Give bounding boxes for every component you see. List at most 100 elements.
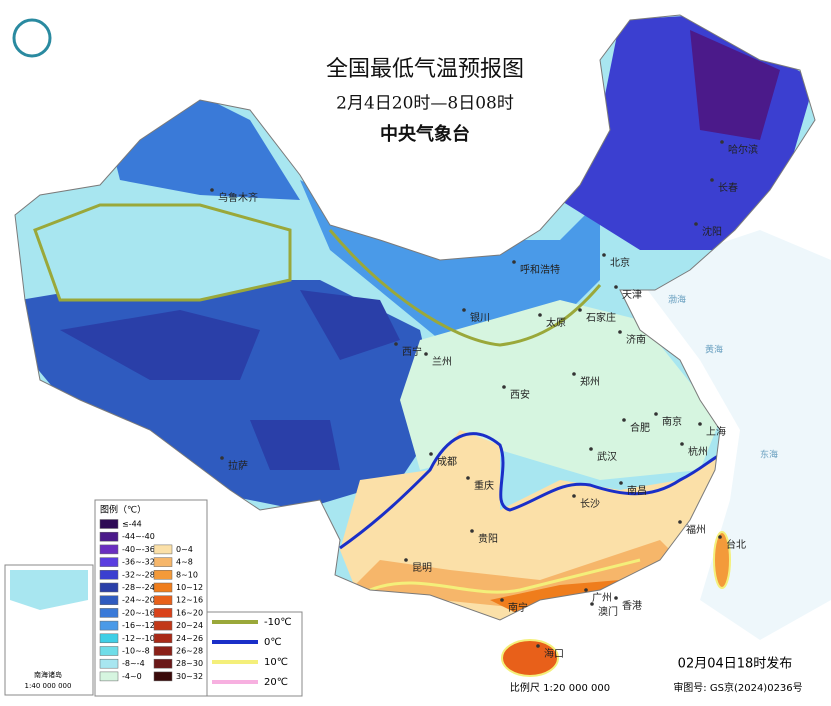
legend-swatch (153, 570, 173, 580)
city-dot (694, 222, 698, 226)
legend-label: -12~-10 (122, 634, 155, 643)
title: 全国最低气温预报图 (326, 57, 524, 82)
legend-swatch (99, 658, 119, 669)
sea (640, 230, 831, 640)
legend-swatch (99, 570, 119, 580)
city-label: 济南 (626, 333, 646, 346)
city-dot (718, 535, 722, 539)
legend-swatch (99, 557, 119, 567)
city-label: 成都 (437, 456, 457, 468)
city-label: 广州 (592, 592, 612, 604)
legend-label: ≤-44 (122, 520, 142, 529)
legend-title: 图例（℃） (100, 504, 146, 516)
issued: 02月04日18时发布 (678, 656, 793, 672)
legend-swatch (153, 595, 173, 605)
city-label: 石家庄 (586, 311, 616, 324)
city-label: 贵阳 (478, 532, 498, 545)
city-label: 福州 (686, 523, 706, 536)
city-dot (404, 558, 408, 562)
legend-label: 20~24 (176, 621, 203, 630)
legend-swatch (153, 671, 173, 682)
isotherm-label: 10℃ (264, 657, 288, 668)
inset-scale: 1:40 000 000 (25, 682, 72, 690)
city-label: 武汉 (597, 450, 617, 463)
agency: 中央气象台 (380, 123, 470, 145)
legend-label: 12~16 (176, 596, 203, 605)
legend-swatch (153, 557, 173, 567)
legend-label: -20~-16 (122, 608, 155, 617)
city-label: 呼和浩特 (520, 264, 560, 276)
inset-label: 南海诸岛 (34, 670, 62, 679)
logo (12, 18, 52, 58)
legend-swatch (153, 658, 173, 669)
legend-label: -16~-12 (122, 621, 155, 630)
scale: 比例尺 1:20 000 000 (510, 681, 610, 694)
city-label: 杭州 (688, 445, 708, 458)
approval: 审图号: GS京(2024)0236号 (673, 681, 802, 694)
hainan (501, 639, 559, 677)
city-label: 拉萨 (228, 459, 248, 472)
legend-swatch (99, 620, 119, 631)
legend-swatch (99, 646, 119, 656)
city-label: 香港 (622, 600, 642, 612)
legend-label: 28~30 (176, 659, 203, 668)
city-label: 西安 (510, 388, 530, 401)
legend-label: 16~20 (176, 608, 203, 617)
city-dot (584, 588, 588, 592)
city-dot (614, 285, 618, 289)
city-label: 长春 (718, 182, 738, 194)
legend-swatch (99, 582, 119, 593)
city-label: 南京 (662, 415, 682, 428)
legend-swatch (153, 608, 173, 618)
city-dot (654, 412, 658, 416)
city-label: 乌鲁木齐 (218, 191, 258, 204)
legend-label: 8~10 (176, 570, 198, 579)
city-dot (698, 422, 702, 426)
taiwan (713, 531, 731, 589)
city-dot (500, 598, 504, 602)
city-label: 兰州 (432, 355, 452, 368)
legend-swatch (99, 519, 119, 529)
city-dot (210, 188, 214, 192)
city-dot (572, 372, 576, 376)
city-dot (512, 260, 516, 264)
city-dot (678, 520, 682, 524)
legend-label: -10~-8 (122, 647, 150, 656)
legend-swatch (153, 633, 173, 644)
legend-label: -40~-36 (122, 545, 155, 554)
legend-swatch (153, 582, 173, 593)
inset-land (10, 570, 88, 610)
legend-label: -4~0 (122, 672, 142, 681)
sea-label: 渤海 (668, 294, 686, 306)
subtitle: 2月4日20时—8日08时 (336, 94, 514, 114)
city-label: 北京 (610, 256, 630, 269)
city-label: 哈尔滨 (728, 143, 758, 156)
city-label: 郑州 (580, 375, 600, 388)
city-label: 天津 (622, 289, 642, 301)
city-label: 南宁 (508, 601, 528, 614)
city-dot (590, 602, 594, 606)
city-dot (220, 456, 224, 460)
city-label: 长沙 (580, 498, 600, 510)
legend-label: -32~-28 (122, 570, 155, 579)
legend-label: 24~26 (176, 634, 203, 643)
legend-swatch (99, 544, 119, 555)
legend-swatch (153, 646, 173, 656)
city-label: 澳门 (598, 605, 618, 618)
isotherm-label: -10℃ (264, 617, 292, 628)
city-label: 台北 (726, 538, 746, 551)
legend-label: -36~-32 (122, 558, 155, 567)
city-label: 海口 (544, 647, 564, 660)
legend-swatch (153, 544, 173, 555)
city-label: 银川 (470, 311, 490, 324)
city-dot (619, 481, 623, 485)
city-dot (538, 313, 542, 317)
city-dot (424, 352, 428, 356)
legend-label: 26~28 (176, 647, 203, 656)
city-dot (470, 529, 474, 533)
legend-label: 4~8 (176, 558, 193, 567)
city-dot (462, 308, 466, 312)
isotherm-label: 0℃ (264, 637, 282, 648)
city-dot (680, 442, 684, 446)
